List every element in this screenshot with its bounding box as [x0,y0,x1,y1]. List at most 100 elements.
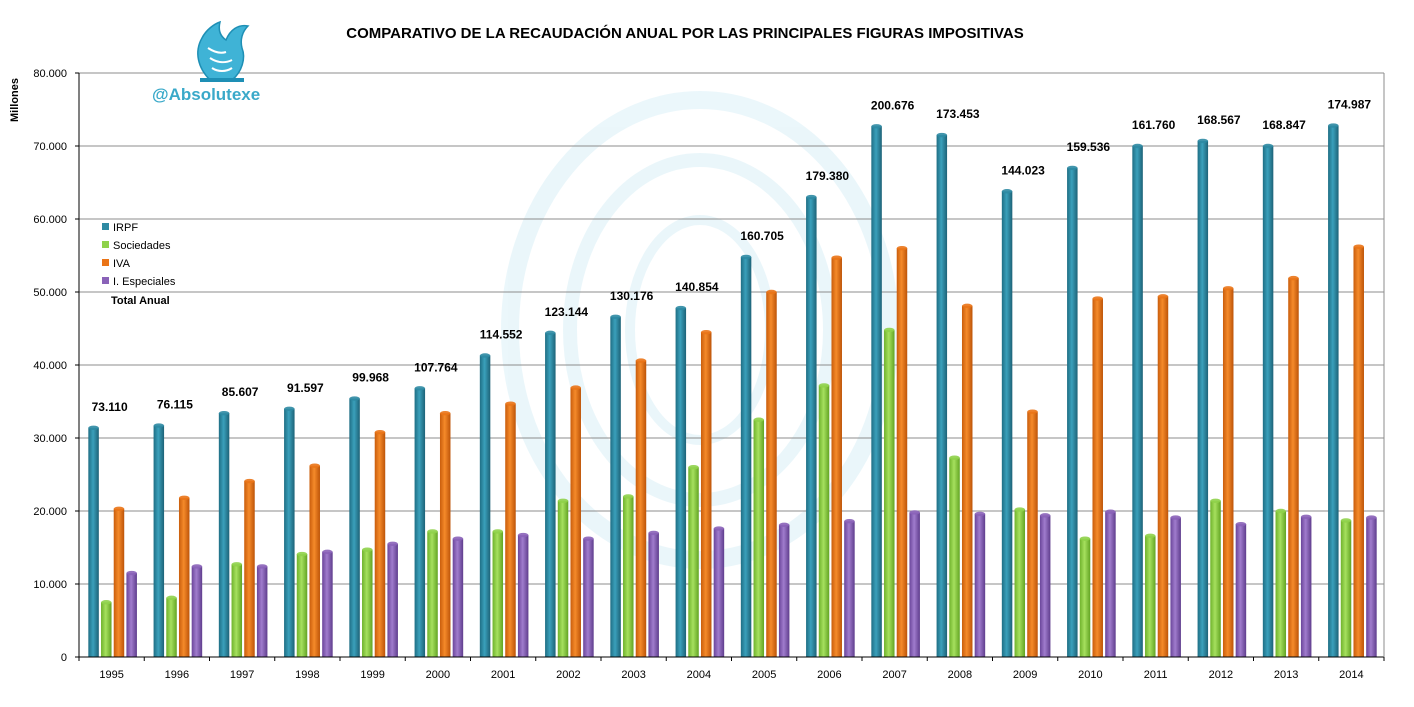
bar-cap-especiales-2004 [713,526,725,531]
y-tick-label: 10.000 [33,579,67,591]
y-tick-label: 30.000 [33,433,67,445]
bar-cap-especiales-1995 [126,570,137,576]
bar-especiales-2007 [909,512,920,657]
x-tick-label: 2001 [491,669,515,681]
bar-cap-iva-1999 [374,429,386,435]
bar-iva-2010 [1092,298,1103,657]
x-tick-label: 1995 [99,669,123,681]
bar-cap-iva-2004 [700,329,712,335]
total-label: 99.968 [352,371,389,385]
bar-sociedades-2010 [1079,538,1091,657]
bar-sociedades-1995 [101,602,112,657]
bar-sociedades-2014 [1340,520,1352,657]
bar-iva-2014 [1353,246,1364,658]
total-label: 174.987 [1328,98,1372,112]
bar-cap-especiales-2002 [583,536,594,541]
x-tick-label: 1996 [165,669,189,681]
bar-iva-2002 [570,387,581,657]
legend-swatch-sociedades [102,241,109,248]
bar-cap-sociedades-2002 [557,498,569,503]
bar-cap-iva-2013 [1288,275,1299,281]
bar-sociedades-2005 [753,419,765,657]
bar-cap-iva-2003 [635,358,647,363]
bar-cap-iva-1997 [244,478,255,484]
bar-cap-especiales-2013 [1300,514,1312,520]
bar-cap-irpf-2010 [1067,165,1078,171]
bar-cap-especiales-2012 [1235,521,1247,527]
bar-irpf-2012 [1197,140,1209,657]
total-label: 107.764 [414,360,458,374]
bar-cap-sociedades-1995 [101,600,112,605]
bar-cap-iva-2002 [570,385,581,390]
bar-cap-sociedades-1996 [166,595,177,601]
bar-irpf-1995 [88,427,99,657]
bar-cap-especiales-2003 [648,530,659,536]
logo-handle: @Absolutexe [152,85,260,104]
bar-sociedades-2009 [1014,509,1026,657]
y-tick-label: 80.000 [33,68,67,80]
bar-sociedades-2007 [884,329,895,657]
x-tick-label: 2004 [687,669,711,681]
bar-cap-sociedades-2014 [1340,518,1352,523]
total-label: 85.607 [222,385,259,399]
bar-cap-iva-2008 [961,303,973,309]
bar-cap-sociedades-2012 [1210,498,1221,503]
bar-cap-sociedades-2003 [623,494,634,499]
bar-cap-irpf-2007 [871,124,882,129]
bar-cap-irpf-2000 [414,386,426,391]
legend-item-irpf: IRPF [102,222,138,234]
x-tick-label: 2010 [1078,669,1102,681]
bar-iva-2013 [1288,278,1299,657]
bar-iva-1995 [113,508,125,657]
bar-cap-especiales-1999 [387,541,398,547]
bar-irpf-1996 [153,425,165,657]
total-labels: 73.110 76.115 85.607 91.597 99.968 107.764 114… [92,98,1372,414]
bar-iva-2006 [831,257,842,657]
bar-iva-2007 [896,248,908,657]
bar-cap-irpf-1996 [153,423,165,428]
bar-cap-iva-2000 [439,410,451,416]
bar-cap-especiales-2014 [1366,515,1377,520]
total-label: 168.567 [1197,113,1241,127]
x-tick-label: 2011 [1144,669,1168,681]
bar-irpf-1997 [218,413,230,657]
bar-cap-especiales-1998 [322,549,333,555]
bar-iva-2000 [439,413,451,657]
eagle-logo-icon [197,20,250,82]
bar-sociedades-1998 [296,554,308,657]
bar-cap-iva-2006 [831,255,842,260]
bar-sociedades-1996 [166,597,177,657]
bar-cap-iva-1998 [309,463,320,468]
bar-cap-sociedades-2007 [884,327,895,333]
bar-especiales-2006 [844,521,855,657]
x-tick-label: 1999 [360,669,384,681]
total-label: 159.536 [1067,140,1111,154]
bar-sociedades-2002 [557,500,569,657]
bar-cap-especiales-1997 [256,564,268,569]
bar-cap-iva-1996 [178,495,190,501]
total-label: 173.453 [936,107,980,121]
bar-irpf-2001 [479,355,491,657]
legend-swatch-irpf [102,223,109,230]
bar-especiales-2008 [974,513,986,657]
bar-especiales-2011 [1170,517,1181,657]
chart-title: COMPARATIVO DE LA RECAUDACIÓN ANUAL POR … [346,24,1024,42]
bar-cap-iva-2007 [896,246,908,251]
y-axis-ticks: 0 10.000 20.000 30.000 40.000 50.000 60.000 70.… [33,68,79,664]
bar-especiales-2012 [1235,524,1247,657]
legend-label-iva: IVA [113,258,131,270]
total-label: 140.854 [675,280,719,294]
bar-cap-irpf-2008 [936,132,948,138]
bar-cap-irpf-2006 [806,194,817,200]
x-axis-ticks: 1995 1996 1997 1998 1999 2000 2001 2002 2003 2004… [78,657,1385,681]
bar-sociedades-1997 [231,564,243,657]
bar-iva-2005 [766,292,777,657]
bar-irpf-1998 [284,408,295,657]
bar-cap-especiales-2005 [778,522,790,528]
bar-cap-sociedades-2006 [818,383,830,388]
bar-especiales-2004 [713,528,725,657]
y-axis-label: Millones [9,78,21,122]
bar-cap-irpf-1997 [218,410,230,416]
bar-irpf-2000 [414,388,426,657]
bar-cap-especiales-2010 [1105,509,1116,514]
